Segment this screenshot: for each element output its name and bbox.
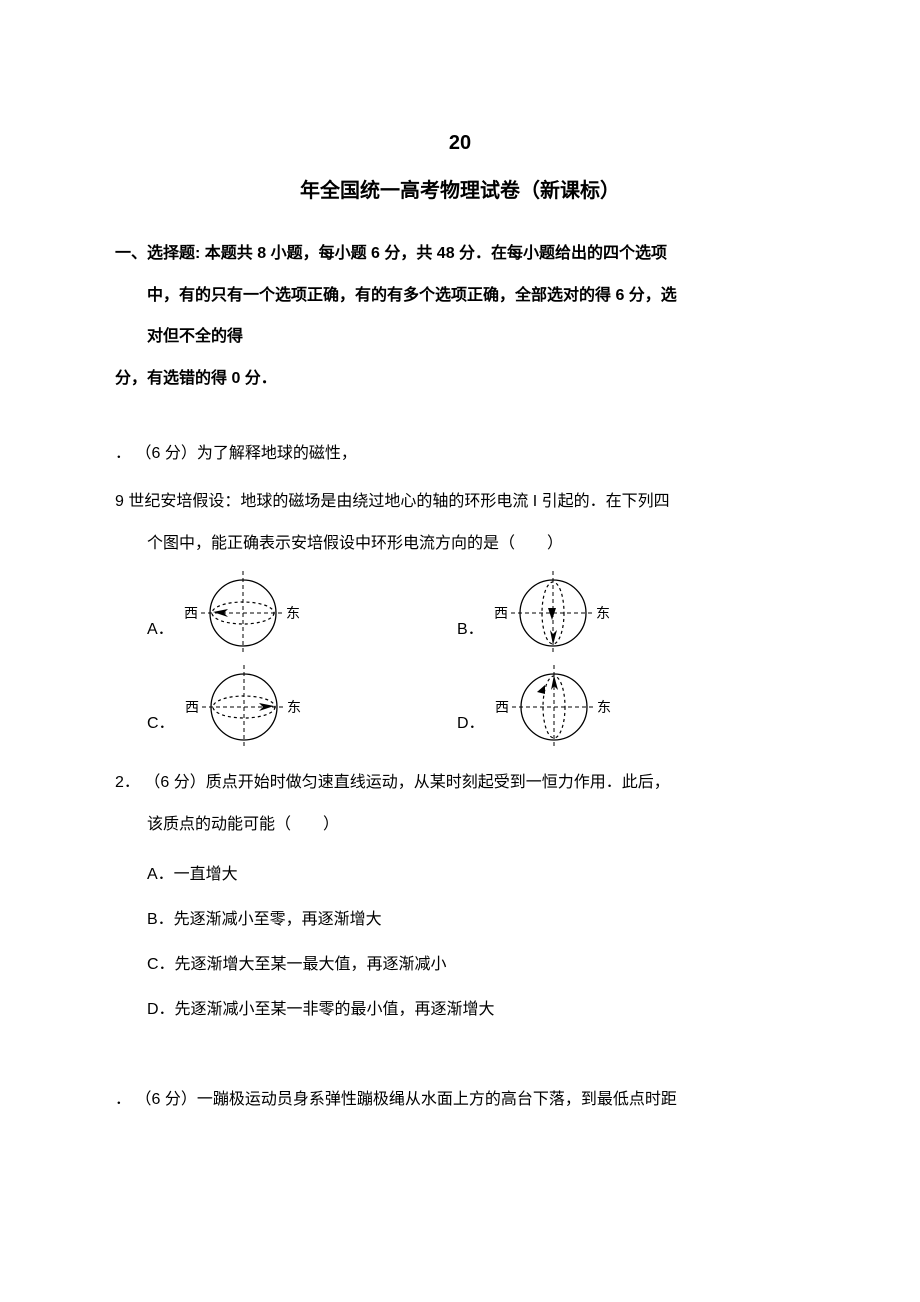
- q1-body2: 个图中，能正确表示安培假设中环形电流方向的是（ ）: [115, 523, 805, 565]
- q3-intro-row: ． （6 分）一蹦极运动员身系弹性蹦极绳从水面上方的高台下落，到最低点时距: [115, 1079, 805, 1121]
- q1-row-ab: A． 西 东 B． 西 东: [115, 568, 805, 658]
- q2-c: C．先逐渐增大至某一最大值，再逐渐减小: [147, 943, 805, 988]
- question-3: ． （6 分）一蹦极运动员身系弹性蹦极绳从水面上方的高台下落，到最低点时距: [115, 1079, 805, 1121]
- q1-option-c: C． 西 东: [147, 662, 457, 752]
- east-label: 东: [287, 700, 301, 716]
- q2-body: 该质点的动能可能（ ）: [115, 804, 805, 846]
- q3-num: ．: [115, 1091, 131, 1108]
- q2-a: A．一直增大: [147, 853, 805, 898]
- q2-b: B．先逐渐减小至零，再逐渐增大: [147, 898, 805, 943]
- east-label: 东: [597, 700, 611, 716]
- q1-body1: 9 世纪安培假设：地球的磁场是由绕过地心的轴的环形电流 I 引起的．在下列四: [115, 481, 805, 523]
- q1-intro-row: ． （6 分）为了解释地球的磁性，: [115, 433, 805, 475]
- west-label: 西: [185, 701, 199, 716]
- q1-option-d: D． 西 东: [457, 662, 767, 752]
- q2-options: A．一直增大 B．先逐渐减小至零，再逐渐增大 C．先逐渐增大至某一最大值，再逐渐…: [115, 853, 805, 1032]
- q1-a-label: A．: [147, 609, 174, 651]
- west-label: 西: [495, 701, 509, 716]
- q2-d: D．先逐渐减小至某一非零的最小值，再逐渐增大: [147, 988, 805, 1033]
- diagram-b: 西 东: [488, 568, 618, 658]
- q1-c-label: C．: [147, 703, 175, 745]
- section-header: 一、选择题: 本题共 8 小题，每小题 6 分，共 48 分．在每小题给出的四个…: [115, 233, 805, 399]
- diagram-d: 西 东: [489, 662, 619, 752]
- section-line3: 对但不全的得: [115, 316, 805, 358]
- q2-intro-row: 2． （6 分）质点开始时做匀速直线运动，从某时刻起受到一恒力作用．此后，: [115, 762, 805, 804]
- q1-b-label: B．: [457, 609, 484, 651]
- q1-option-a: A． 西 东: [147, 568, 457, 658]
- q2-intro: （6 分）质点开始时做匀速直线运动，从某时刻起受到一恒力作用．此后，: [144, 774, 669, 791]
- q3-intro: （6 分）一蹦极运动员身系弹性蹦极绳从水面上方的高台下落，到最低点时距: [135, 1091, 676, 1108]
- q2-num: 2．: [115, 774, 140, 791]
- q1-option-b: B． 西 东: [457, 568, 767, 658]
- q1-intro: （6 分）为了解释地球的磁性，: [135, 445, 356, 462]
- section-line4: 分，有选错的得 0 分．: [115, 358, 805, 400]
- title-main: 年全国统一高考物理试卷（新课标）: [115, 173, 805, 209]
- q1-num: ．: [115, 445, 131, 462]
- question-2: 2． （6 分）质点开始时做匀速直线运动，从某时刻起受到一恒力作用．此后， 该质…: [115, 762, 805, 1032]
- west-label: 西: [184, 607, 198, 622]
- diagram-a: 西 东: [178, 568, 308, 658]
- east-label: 东: [286, 606, 300, 622]
- section-line2: 中，有的只有一个选项正确，有的有多个选项正确，全部选对的得 6 分，选: [115, 275, 805, 317]
- q1-row-cd: C． 西 东 D． 西 东: [115, 662, 805, 752]
- title-number: 20: [115, 125, 805, 161]
- question-1: ． （6 分）为了解释地球的磁性， 9 世纪安培假设：地球的磁场是由绕过地心的轴…: [115, 433, 805, 752]
- west-label: 西: [494, 607, 508, 622]
- diagram-c: 西 东: [179, 662, 309, 752]
- east-label: 东: [596, 606, 610, 622]
- q1-d-label: D．: [457, 703, 485, 745]
- section-line1: 一、选择题: 本题共 8 小题，每小题 6 分，共 48 分．在每小题给出的四个…: [115, 233, 805, 275]
